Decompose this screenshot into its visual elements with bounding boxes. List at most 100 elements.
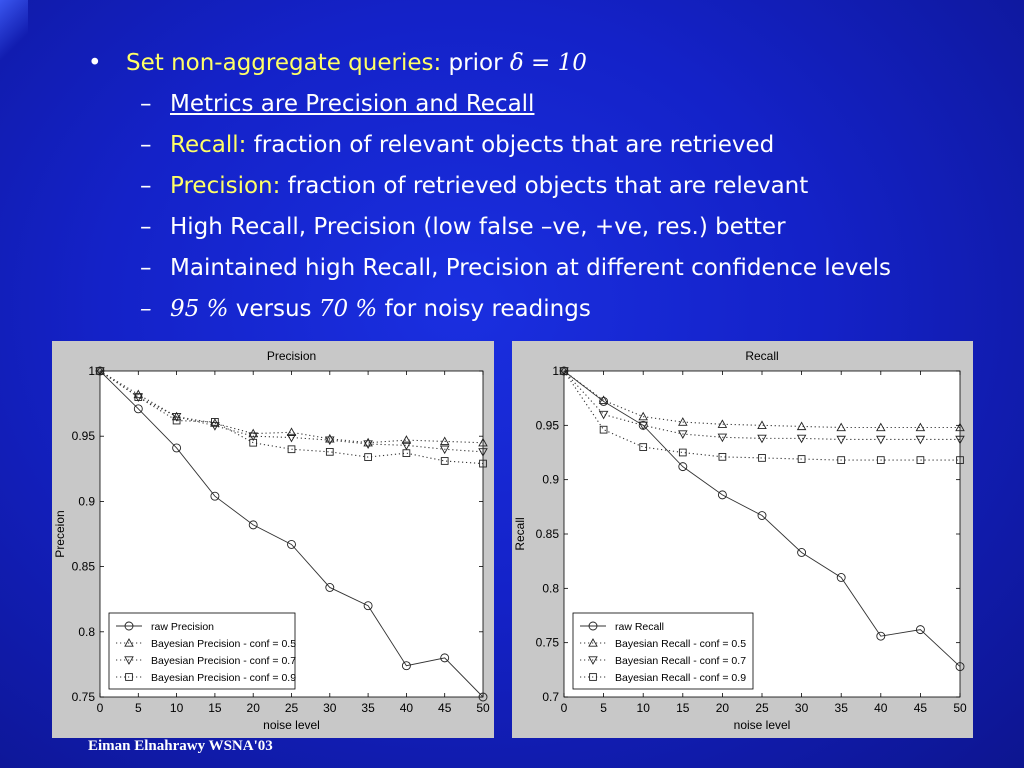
precision-point-2-3 xyxy=(210,422,220,431)
precision-point-3-3 xyxy=(211,418,219,426)
recall-series-line-0 xyxy=(563,370,961,667)
precision-point-0-4 xyxy=(248,520,258,530)
recall-point-1-6 xyxy=(796,421,807,431)
recall-xlabel: noise level xyxy=(734,718,791,732)
precision-point-1-5 xyxy=(286,427,297,436)
precision-xtick-label: 40 xyxy=(400,701,414,715)
recall-legend-marker-1 xyxy=(588,638,598,647)
recall-legend-label-0: raw Recall xyxy=(615,621,664,633)
recall-xtick-label: 50 xyxy=(953,701,967,715)
recall-title: Recall xyxy=(745,349,778,363)
dash-mark: – xyxy=(140,132,152,158)
recall-point-1-7 xyxy=(836,422,846,432)
footer-author: Eiman Elnahrawy WSNA'03 xyxy=(88,738,273,754)
precision-point-0-1 xyxy=(133,404,143,414)
recall-ytick-label: 0.7 xyxy=(542,690,559,704)
precision-xtick-label: 15 xyxy=(208,701,222,715)
bullet-line-metrics: – Metrics are Precision and Recall xyxy=(140,91,534,117)
precision-ytick-label: 0.85 xyxy=(72,560,96,574)
recall-point-2-6 xyxy=(796,434,807,444)
precision-point-3-0 xyxy=(96,367,104,375)
percent-70: 70 % xyxy=(318,296,378,322)
precision-point-0-9 xyxy=(440,653,450,663)
precision-point-3-1 xyxy=(134,393,143,401)
recall-ylabel: Recall xyxy=(513,517,527,550)
bullet-line-maintained: – Maintained high Recall, Precision at di… xyxy=(140,255,891,281)
precision-xtick-label: 10 xyxy=(170,701,184,715)
precision-point-3-5 xyxy=(287,445,296,454)
recall-ytick-label: 0.95 xyxy=(536,418,560,432)
recall-point-0-9 xyxy=(915,625,925,635)
precision-ytick-label: 0.8 xyxy=(78,625,95,639)
precision-series-line-0 xyxy=(99,370,484,698)
recall-point-0-3 xyxy=(678,462,688,472)
precision-xtick-label: 0 xyxy=(97,701,104,715)
precision-point-1-9 xyxy=(439,436,450,446)
precision-point-0-3 xyxy=(210,491,220,501)
precision-xtick-label: 20 xyxy=(247,701,261,715)
precision-ytick-label: 1 xyxy=(88,364,95,378)
recall-point-2-5 xyxy=(757,434,767,444)
recall-xtick-label: 10 xyxy=(637,701,651,715)
recall-point-2-10 xyxy=(955,435,965,445)
precision-legend-marker-3 xyxy=(125,673,133,681)
precision-point-3-8 xyxy=(402,449,411,458)
versus-text: versus xyxy=(228,296,319,322)
precision-title: Precision xyxy=(267,349,316,363)
recall-point-3-2 xyxy=(639,443,648,451)
recall-point-2-3 xyxy=(678,430,688,439)
recall-point-3-3 xyxy=(678,448,687,457)
precision-ytick-label: 0.95 xyxy=(72,429,96,443)
precision-xtick-label: 25 xyxy=(285,701,299,715)
precision-point-3-10 xyxy=(479,459,487,468)
precision-legend-marker-2 xyxy=(124,656,134,665)
recall-legend-label-1: Bayesian Recall - conf = 0.5 xyxy=(615,638,746,650)
dash-mark: – xyxy=(140,173,152,199)
recall-point-3-10 xyxy=(956,456,964,464)
precision-point-1-7 xyxy=(363,437,373,447)
precision-point-2-4 xyxy=(248,432,258,442)
recall-point-1-4 xyxy=(717,419,728,428)
recall-point-3-8 xyxy=(876,456,885,464)
precision-ytick-label: 0.9 xyxy=(78,494,95,508)
precision-point-3-2 xyxy=(172,416,181,425)
precision-series-line-3 xyxy=(99,370,484,465)
recall-xtick-label: 5 xyxy=(600,701,607,715)
precision-xlabel: noise level xyxy=(263,718,320,732)
recall-point-3-9 xyxy=(916,456,925,464)
precision-term: Precision: xyxy=(170,173,281,199)
precision-point-2-5 xyxy=(286,433,297,443)
precision-point-1-10 xyxy=(478,437,488,447)
recall-point-3-5 xyxy=(758,454,766,462)
recall-legend-label-3: Bayesian Recall - conf = 0.9 xyxy=(615,672,746,684)
dash-mark: – xyxy=(140,214,152,240)
recall-definition: fraction of relevant objects that are re… xyxy=(246,132,775,158)
precision-xtick-label: 35 xyxy=(361,701,375,715)
recall-point-0-6 xyxy=(797,548,807,557)
precision-point-0-2 xyxy=(172,443,182,453)
queries-prior-text: prior xyxy=(441,50,510,76)
recall-xtick-label: 45 xyxy=(914,701,928,715)
recall-legend-marker-3 xyxy=(589,673,597,681)
precision-point-1-6 xyxy=(325,433,335,443)
precision-ylabel: Preceion xyxy=(53,510,67,557)
recall-point-2-7 xyxy=(836,435,846,445)
precision-xtick-label: 50 xyxy=(476,701,490,715)
recall-point-0-5 xyxy=(757,511,767,520)
precision-point-3-7 xyxy=(364,453,372,461)
recall-xtick-label: 15 xyxy=(676,701,690,715)
bullet-line-recall: – Recall: fraction of relevant objects th… xyxy=(140,132,774,158)
recall-legend-marker-0 xyxy=(588,621,598,631)
queries-heading: Set non-aggregate queries: xyxy=(126,50,442,76)
recall-ytick-label: 1 xyxy=(552,364,559,378)
recall-chart: Recall noise level Recall 0 5 10 15 20 25 30 35 40 4… xyxy=(513,349,967,732)
precision-point-0-8 xyxy=(401,661,411,671)
precision-point-3-9 xyxy=(440,457,449,465)
precision-legend-label-2: Bayesian Precision - conf = 0.7 xyxy=(151,655,296,667)
recall-point-2-9 xyxy=(915,435,926,445)
precision-point-3-4 xyxy=(249,438,258,447)
recall-xtick-label: 25 xyxy=(755,701,769,715)
recall-point-2-8 xyxy=(876,435,886,445)
recall-term: Recall: xyxy=(170,132,247,158)
noisy-readings-text: for noisy readings xyxy=(377,296,591,322)
